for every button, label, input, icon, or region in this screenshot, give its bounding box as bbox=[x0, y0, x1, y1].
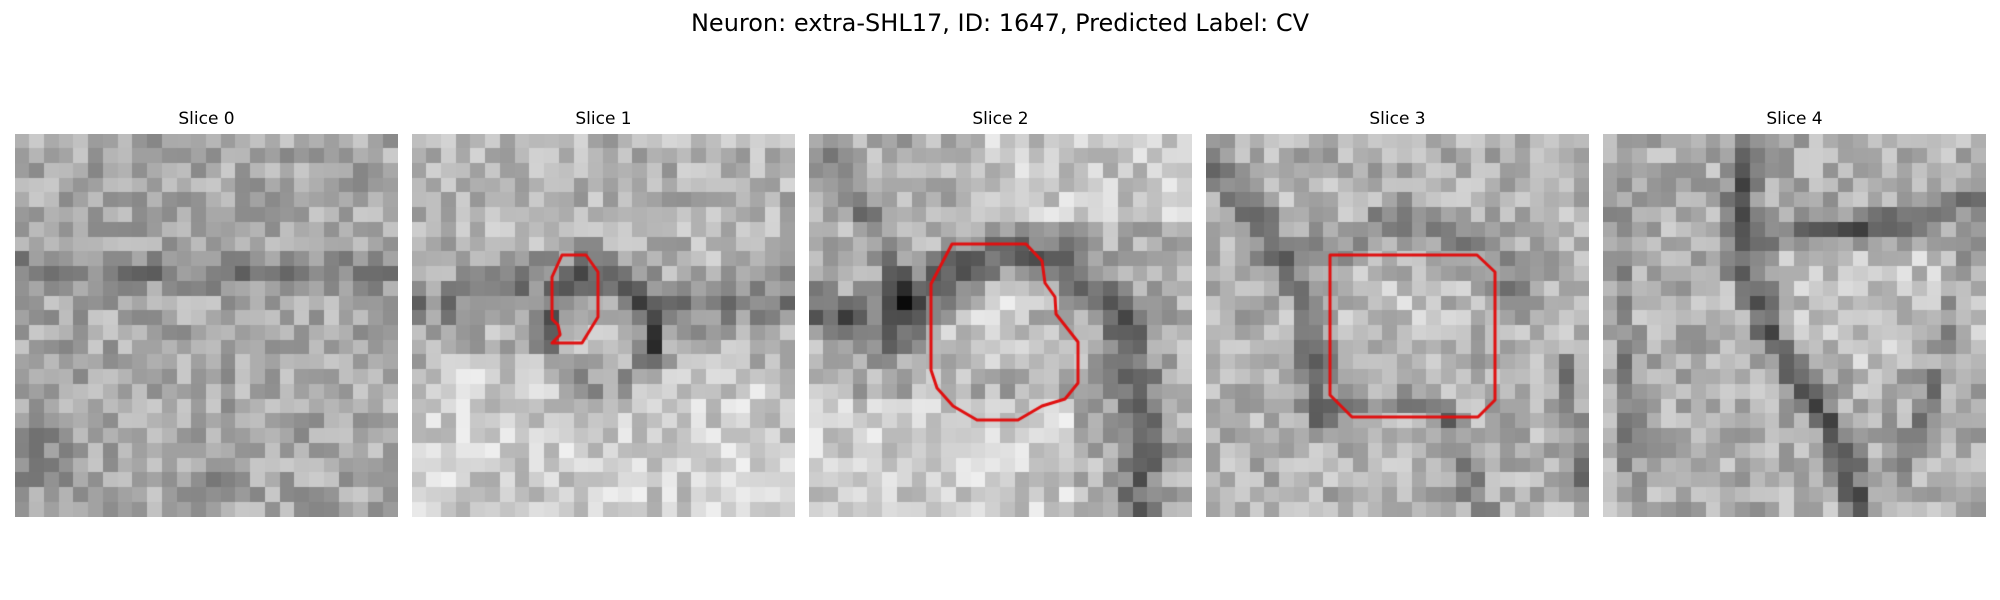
slice-title-2: Slice 2 bbox=[972, 109, 1029, 129]
slice-image-1 bbox=[412, 134, 795, 517]
slice-title-3: Slice 3 bbox=[1369, 109, 1426, 129]
slice-title-4: Slice 4 bbox=[1766, 109, 1823, 129]
slice-panel-0: Slice 0 bbox=[15, 108, 398, 518]
slice-image-4 bbox=[1603, 134, 1986, 517]
slice-panel-2: Slice 2 bbox=[809, 108, 1192, 518]
slice-panel-4: Slice 4 bbox=[1603, 108, 1986, 518]
slice-image-3 bbox=[1206, 134, 1589, 517]
slice-image-0 bbox=[15, 134, 398, 517]
slice-title-1: Slice 1 bbox=[575, 109, 632, 129]
slice-image-2 bbox=[809, 134, 1192, 517]
figure-title: Neuron: extra-SHL17, ID: 1647, Predicted… bbox=[690, 9, 1310, 37]
slice-title-0: Slice 0 bbox=[178, 109, 235, 129]
slice-panel-1: Slice 1 bbox=[412, 108, 795, 518]
slice-panel-3: Slice 3 bbox=[1206, 108, 1589, 518]
